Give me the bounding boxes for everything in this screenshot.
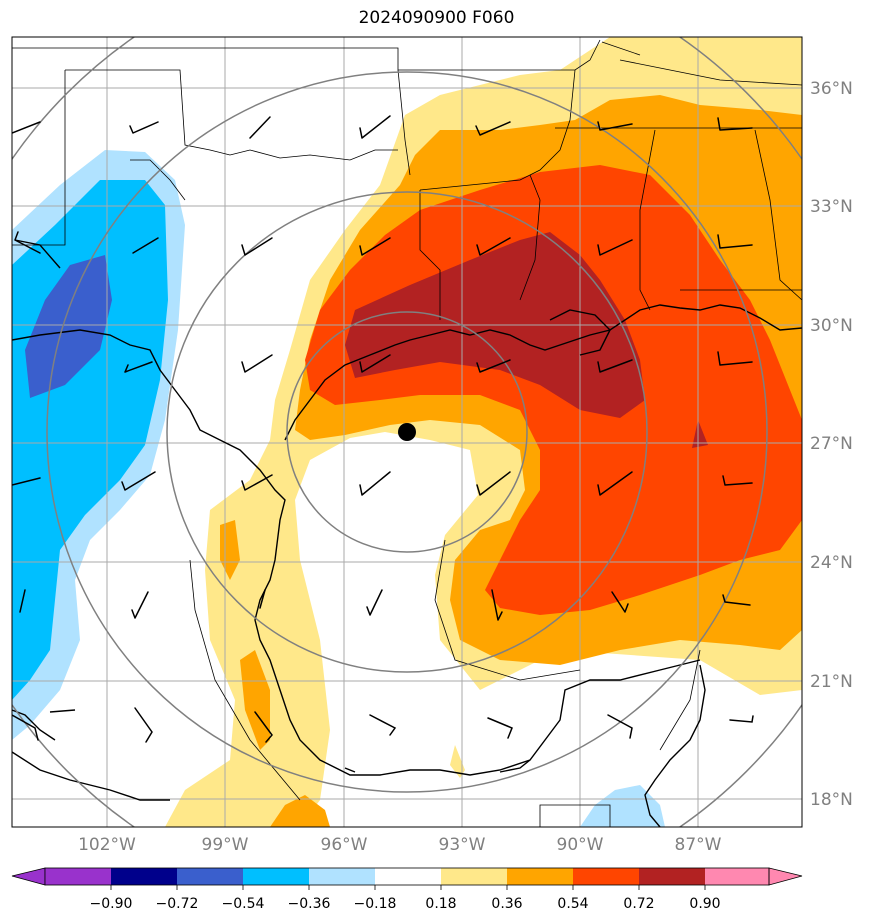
colorbar-label-8: 0.72	[623, 896, 654, 912]
colorbar-label-3: −0.36	[288, 896, 331, 912]
lon-label-93w: 93°W	[439, 835, 486, 855]
anomaly-fill-royal-blue	[25, 255, 112, 398]
anomaly-fill-orange-south	[270, 795, 330, 827]
colorbar-label-0: −0.90	[90, 896, 133, 912]
colorbar-label-6: 0.36	[491, 896, 522, 912]
colorbar-swatch-11	[705, 868, 769, 885]
colorbar-swatch-2	[111, 868, 177, 885]
latitude-labels: 36°N 33°N 30°N 27°N 24°N 21°N 18°N	[810, 79, 853, 810]
colorbar-extend-low	[11, 867, 46, 886]
colorbar-label-2: −0.54	[222, 896, 265, 912]
storm-center-marker	[398, 423, 416, 441]
lat-label-21n: 21°N	[810, 672, 853, 692]
lon-label-87w: 87°W	[675, 835, 722, 855]
colorbar-swatch-10	[639, 868, 705, 885]
wind-barbs	[12, 115, 754, 743]
colorbar-swatch-1	[45, 868, 111, 885]
political-borders	[12, 39, 802, 827]
colorbar-swatch-9	[573, 868, 639, 885]
colorbar-label-7: 0.54	[557, 896, 588, 912]
lon-label-90w: 90°W	[557, 835, 604, 855]
colorbar-label-5: 0.18	[425, 896, 456, 912]
colorbar-swatch-6	[375, 868, 441, 885]
lat-label-33n: 33°N	[810, 197, 853, 217]
colorbar-swatch-5	[309, 868, 375, 885]
colorbar-swatch-4	[243, 868, 309, 885]
lon-label-96w: 96°W	[321, 835, 368, 855]
colorbar-label-4: −0.18	[354, 896, 397, 912]
graticule	[12, 37, 802, 827]
longitude-labels: 102°W 99°W 96°W 93°W 90°W 87°W	[78, 835, 722, 855]
lat-label-36n: 36°N	[810, 79, 853, 99]
colorbar: −0.90 −0.72 −0.54 −0.36 −0.18 0.18 0.36 …	[11, 867, 803, 912]
colorbar-swatch-3	[177, 868, 243, 885]
anomaly-fill-light-yellow-south	[450, 745, 465, 778]
map-frame	[11, 36, 803, 828]
lat-label-27n: 27°N	[810, 434, 853, 454]
colorbar-swatch-8	[507, 868, 573, 885]
lat-label-18n: 18°N	[810, 790, 853, 810]
coastline	[12, 239, 802, 827]
lat-label-30n: 30°N	[810, 316, 853, 336]
colorbar-label-9: 0.90	[689, 896, 720, 912]
anomaly-fill-orange-sw	[240, 650, 270, 750]
lon-label-102w: 102°W	[78, 835, 136, 855]
anomaly-fill-dark-red-east	[692, 420, 708, 448]
lon-label-99w: 99°W	[202, 835, 249, 855]
colorbar-swatch-7	[441, 868, 507, 885]
colorbar-extend-high	[768, 867, 803, 886]
anomaly-fill-light-blue-se	[580, 785, 665, 827]
colorbar-label-1: −0.72	[156, 896, 199, 912]
map-title: 2024090900 F060	[358, 8, 515, 28]
lat-label-24n: 24°N	[810, 553, 853, 573]
